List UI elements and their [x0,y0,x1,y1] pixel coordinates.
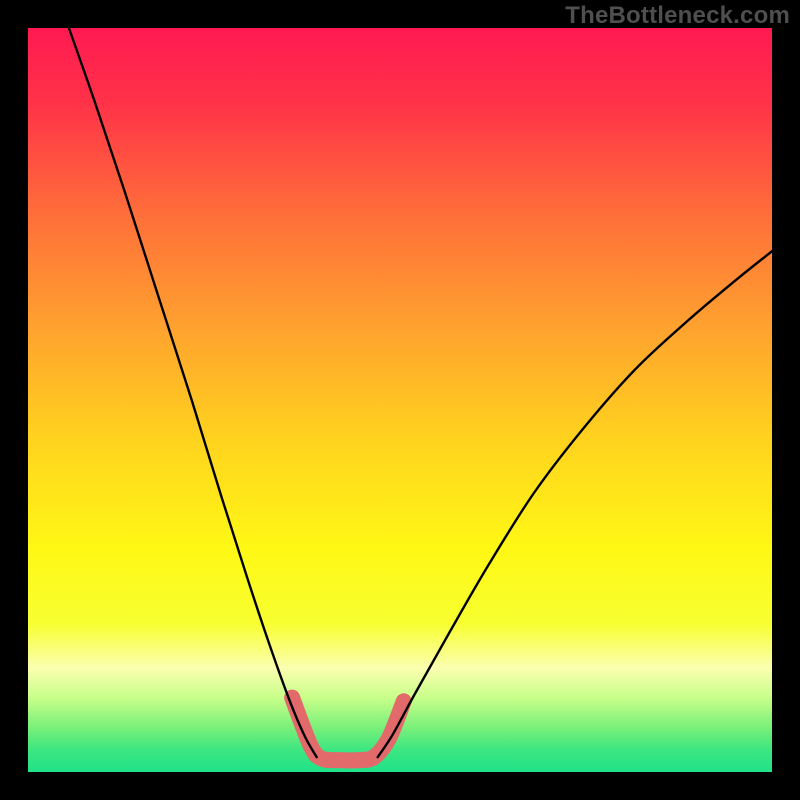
plot-area [28,28,772,772]
left-branch [69,28,317,757]
curve-layer [28,28,772,772]
watermark-text: TheBottleneck.com [565,2,790,30]
bottom-marker [292,698,404,761]
right-branch [378,251,772,757]
chart-frame: TheBottleneck.com [0,0,800,800]
